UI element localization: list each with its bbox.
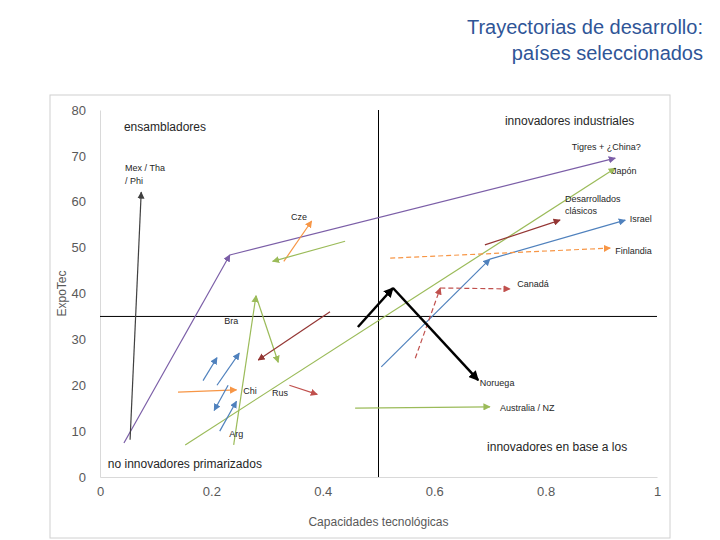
trajectory-segment xyxy=(390,248,610,258)
y-axis-line xyxy=(100,111,101,478)
y-tick-label: 10 xyxy=(72,424,86,439)
x-tick: 0.6 xyxy=(426,477,444,499)
country-label: Japón xyxy=(612,166,637,176)
trajectory-segment xyxy=(256,296,278,363)
trajectory-segment xyxy=(355,407,490,408)
y-axis-title: ExpoTec xyxy=(55,270,69,316)
country-label: Israel xyxy=(630,214,652,224)
y-tick-label: 60 xyxy=(72,194,86,209)
country-label: Cze xyxy=(291,212,307,222)
y-axis: 0 10 20 30 40 50 60 70 80 xyxy=(72,103,101,485)
trajectory-segment xyxy=(220,401,237,431)
trajectory-segment xyxy=(185,168,615,445)
y-tick: 60 xyxy=(72,194,100,209)
y-tick-label: 70 xyxy=(72,149,86,164)
country-label: Bra xyxy=(224,316,238,326)
x-axis-title: Capacidades tecnológicas xyxy=(308,515,448,529)
trajectory-segment xyxy=(485,220,560,245)
trajectory-segment xyxy=(178,390,236,392)
x-tick-label: 0.8 xyxy=(537,484,555,499)
y-tick: 50 xyxy=(72,240,100,255)
x-tick-label: 0 xyxy=(97,484,104,499)
trajectory-segment xyxy=(258,312,330,360)
chart-frame xyxy=(50,95,670,538)
trajectory-segment xyxy=(289,385,317,394)
x-tick-label: 0.6 xyxy=(426,484,444,499)
plot: 00.20.40.60.8101020304050607080ensamblad… xyxy=(72,103,662,500)
country-label: clásicos xyxy=(565,206,598,216)
x-tick-label: 1 xyxy=(654,484,661,499)
country-label: Mex / Tha xyxy=(125,163,165,173)
country-label: Australia / NZ xyxy=(500,403,555,413)
y-tick: 80 xyxy=(72,103,100,118)
y-tick: 40 xyxy=(72,286,100,301)
x-tick-label: 0.2 xyxy=(203,484,221,499)
y-tick-label: 0 xyxy=(79,470,86,485)
trajectory-segment xyxy=(217,353,239,385)
quadrant-label: innovadores industriales xyxy=(505,114,634,128)
trajectory-segment xyxy=(124,255,230,443)
trajectory-segment xyxy=(214,385,228,410)
country-label: Finlandia xyxy=(615,246,652,256)
quadrant-label: no innovadores primarizados xyxy=(108,457,262,471)
y-tick-label: 30 xyxy=(72,332,86,347)
y-tick: 10 xyxy=(72,424,100,439)
country-label: Canadá xyxy=(517,279,549,289)
y-tick-label: 40 xyxy=(72,286,86,301)
trajectory-segment xyxy=(358,288,393,327)
country-label: Chi xyxy=(243,386,257,396)
quadrant-line-vertical xyxy=(378,110,379,477)
trajectory-segment xyxy=(381,259,490,367)
x-axis-line xyxy=(101,477,658,478)
x-tick: 0 xyxy=(97,477,104,499)
trajectory-segment xyxy=(440,287,510,289)
subtitle: países seleccionados xyxy=(512,42,703,64)
x-tick: 1 xyxy=(654,477,661,499)
y-tick: 20 xyxy=(72,378,100,393)
quadrant-label: ensambladores xyxy=(124,120,206,134)
y-tick: 0 xyxy=(79,470,100,485)
trajectory-segment xyxy=(203,358,217,381)
trajectory-segment xyxy=(415,288,440,358)
labels: ensambladores innovadores industriales inn… xyxy=(108,114,652,471)
y-tick: 70 xyxy=(72,149,100,164)
y-tick-label: 20 xyxy=(72,378,86,393)
x-axis: 0 0.2 0.4 0.6 0.8 1 xyxy=(97,477,661,499)
country-label: / Phi xyxy=(125,176,143,186)
x-tick-label: 0.4 xyxy=(314,484,332,499)
trajectory-segment xyxy=(130,192,141,440)
country-label: Noruega xyxy=(480,378,515,388)
y-tick-label: 50 xyxy=(72,240,86,255)
x-tick: 0.4 xyxy=(314,477,332,499)
country-label: Arg xyxy=(229,429,243,439)
country-label: Desarrollados xyxy=(565,194,621,204)
trajectory-segment xyxy=(273,241,345,261)
data-area xyxy=(100,110,657,477)
x-tick: 0.2 xyxy=(203,477,221,499)
trajectory-segment xyxy=(284,221,312,261)
trajectory-segment xyxy=(230,158,615,255)
title: Trayectorias de desarrollo: xyxy=(467,16,703,38)
country-label: Tigres + ¿China? xyxy=(572,142,641,152)
y-tick-label: 80 xyxy=(72,103,86,118)
trajectory-segment xyxy=(393,288,478,380)
chart: Trayectorias de desarrollo: países selecc… xyxy=(0,0,720,540)
quadrant-line-horizontal xyxy=(100,316,657,317)
x-tick: 0.8 xyxy=(537,477,555,499)
quadrant-label: innovadores en base a los xyxy=(487,440,627,454)
country-label: Rus xyxy=(272,388,289,398)
y-tick: 30 xyxy=(72,332,100,347)
